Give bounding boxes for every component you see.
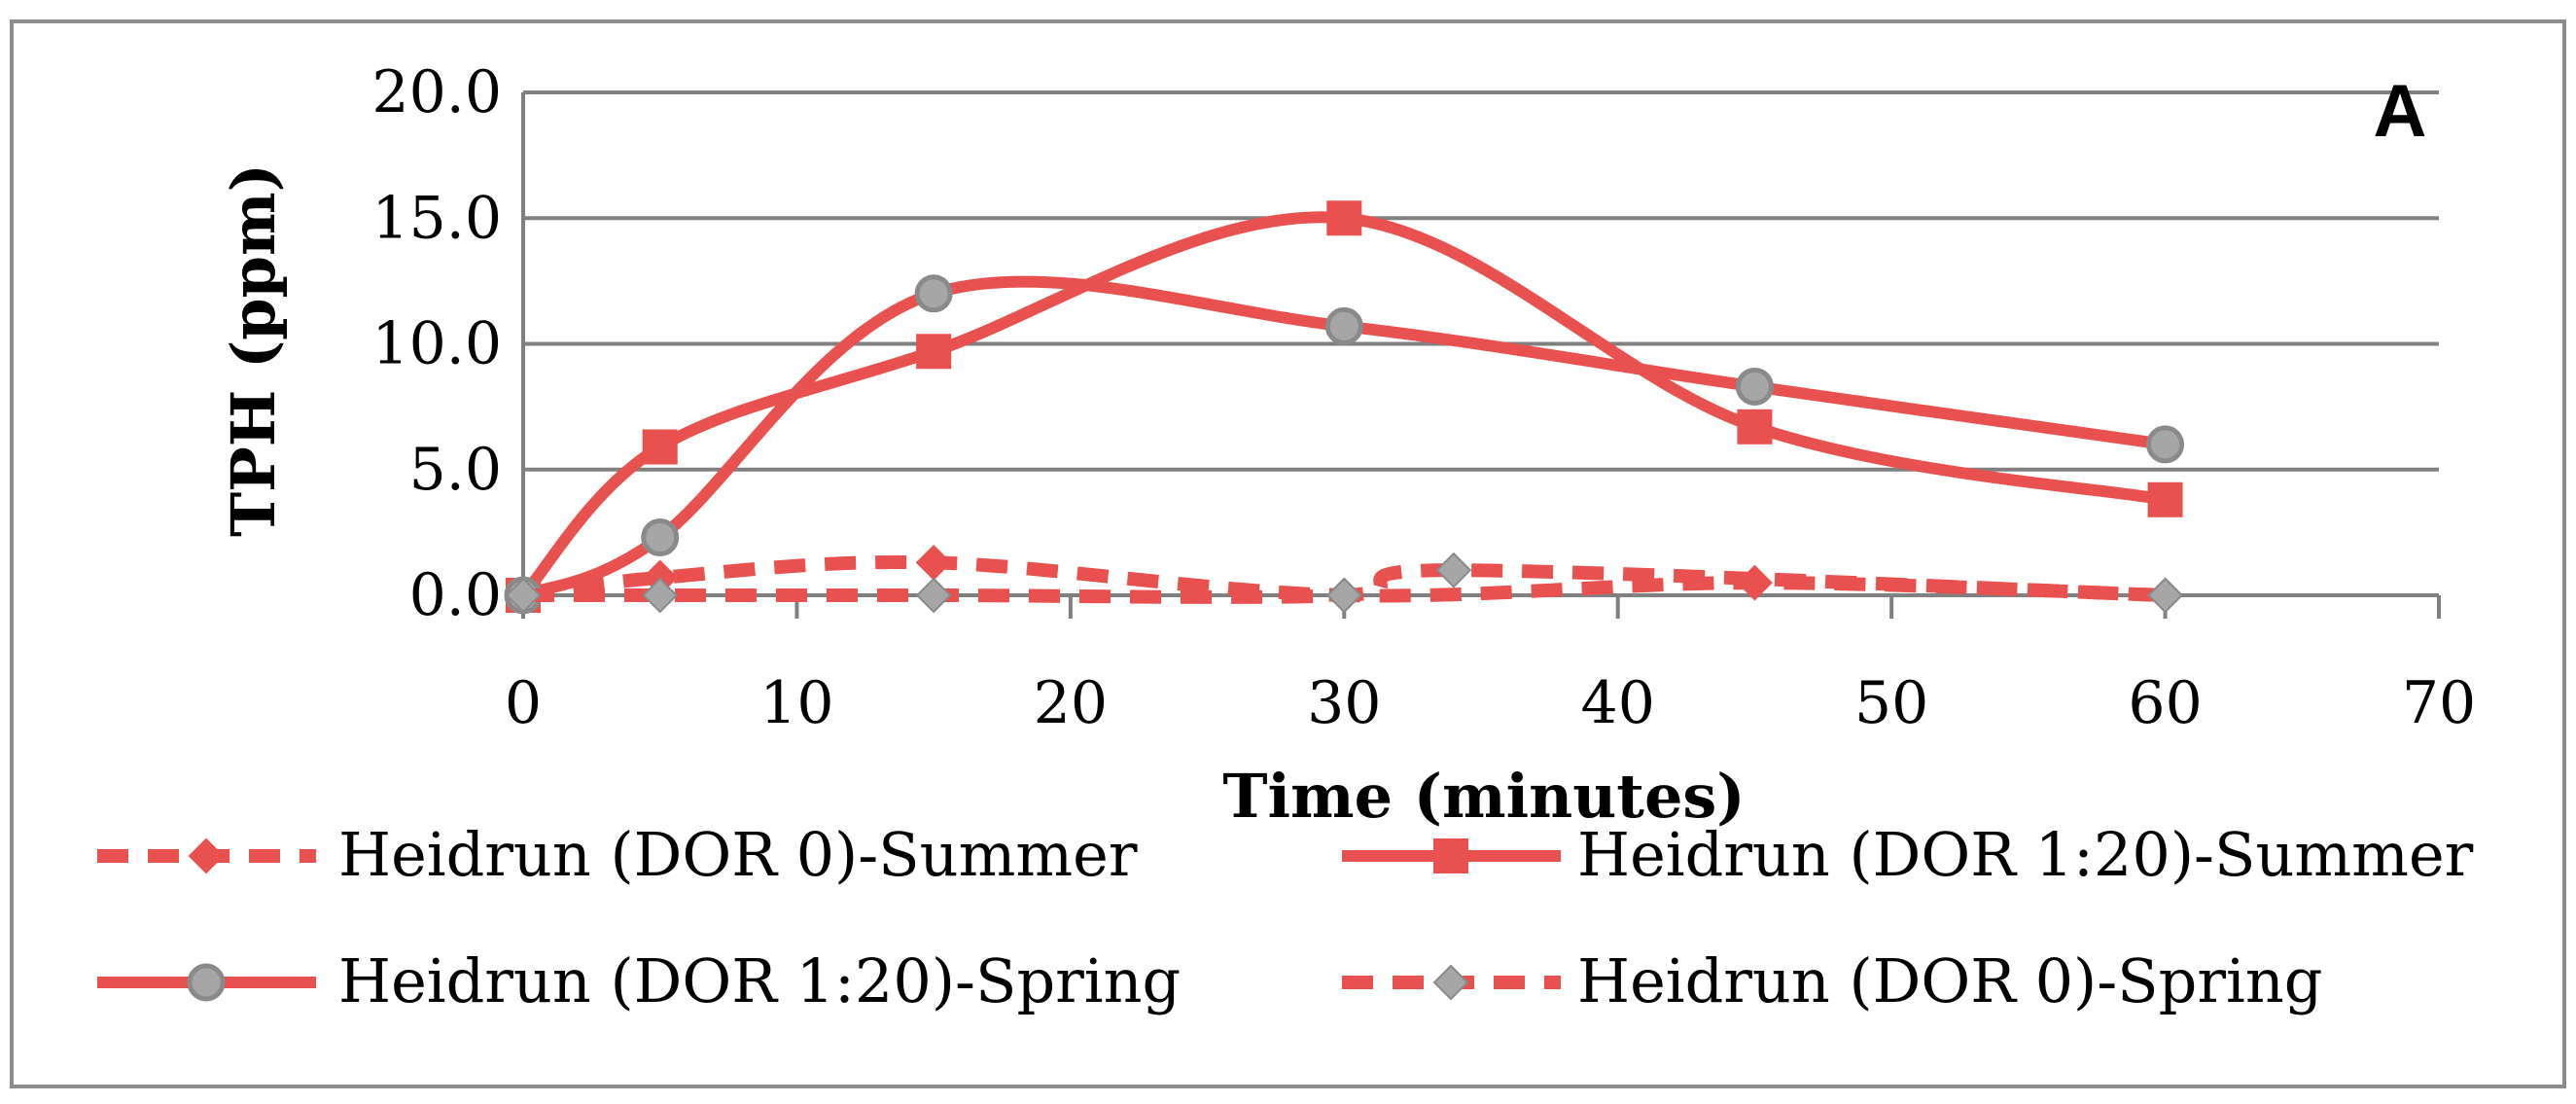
data-point — [1435, 552, 1472, 588]
x-axis-title: Time (minutes) — [1222, 761, 1745, 832]
legend-label: Heidrun (DOR 0)-Spring — [1577, 945, 2322, 1016]
y-tick-label: 5.0 — [409, 436, 502, 504]
legend-marker — [1433, 838, 1468, 873]
data-point — [1737, 409, 1773, 445]
data-point — [2147, 481, 2183, 517]
data-point — [642, 429, 678, 465]
series-2 — [506, 200, 2183, 613]
x-tick-label: 10 — [759, 669, 833, 737]
legend-label: Heidrun (DOR 1:20)-Summer — [1577, 819, 2474, 890]
data-point — [641, 518, 680, 557]
panel-label: A — [2374, 70, 2427, 153]
x-tick-label: 20 — [1034, 669, 1108, 737]
data-point — [2146, 425, 2185, 464]
legend-marker — [1432, 964, 1469, 1001]
y-tick-label: 15.0 — [371, 184, 502, 252]
data-point — [505, 577, 542, 614]
x-tick-label: 60 — [2128, 669, 2202, 737]
legend-item: Heidrun (DOR 1:20)-Spring — [97, 945, 1181, 1016]
data-point — [1324, 306, 1363, 345]
series-4 — [505, 552, 2183, 614]
data-point — [914, 274, 953, 313]
data-point — [642, 577, 679, 614]
data-point — [915, 577, 952, 614]
data-point — [916, 334, 952, 370]
series-line — [523, 563, 2166, 604]
data-point — [1325, 577, 1362, 614]
series-line — [522, 554, 2166, 603]
y-axis-title: TPH (ppm) — [218, 163, 289, 537]
tick-labels: 0.0 5.0 10.0 15.0 20.0 0 10 20 30 40 50 60 70 — [371, 58, 2476, 737]
x-tick-label: 0 — [505, 669, 542, 737]
chart-frame — [10, 19, 2566, 1088]
series-layer — [504, 200, 2185, 615]
series-line — [520, 275, 2167, 601]
data-point — [1735, 367, 1774, 406]
x-tick-label: 70 — [2402, 669, 2476, 737]
x-tick-label: 40 — [1581, 669, 1655, 737]
data-point — [1326, 200, 1362, 236]
y-tick-label: 0.0 — [409, 561, 502, 629]
legend-label: Heidrun (DOR 0)-Summer — [338, 819, 1138, 890]
y-tick-label: 20.0 — [371, 58, 502, 126]
legend-item: Heidrun (DOR 1:20)-Summer — [1342, 819, 2474, 890]
data-point — [2147, 577, 2183, 614]
legend: Heidrun (DOR 0)-Summer Heidrun (DOR 1:20)… — [97, 819, 2474, 1016]
legend-label: Heidrun (DOR 1:20)-Spring — [338, 945, 1181, 1016]
y-tick-label: 10.0 — [371, 310, 502, 378]
legend-marker — [188, 837, 225, 874]
legend-marker — [187, 963, 226, 1002]
x-tick-label: 50 — [1854, 669, 1928, 737]
x-tick-label: 30 — [1307, 669, 1381, 737]
legend-item: Heidrun (DOR 0)-Summer — [97, 819, 1138, 890]
legend-item: Heidrun (DOR 0)-Spring — [1342, 945, 2322, 1016]
